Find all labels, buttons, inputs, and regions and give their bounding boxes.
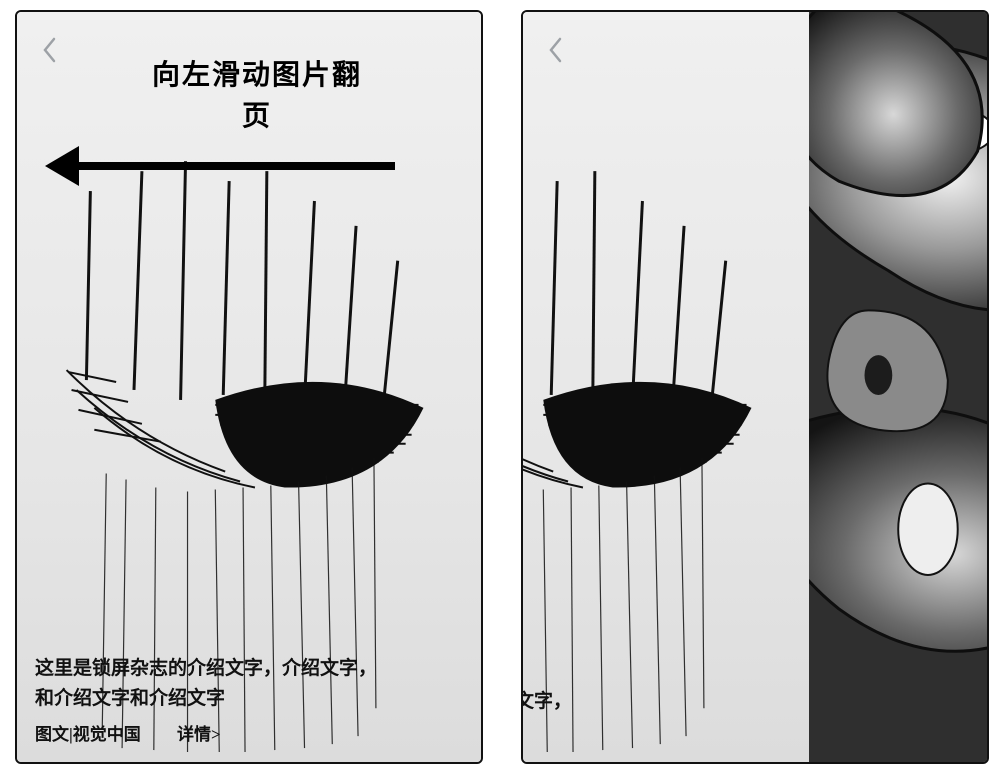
slide-current[interactable]: 的介绍文字，介绍文字， 介绍文字 — [523, 12, 809, 762]
artwork-swirl — [809, 12, 987, 762]
instruction-line-2: 页 — [77, 97, 437, 138]
swipe-arrow — [45, 146, 395, 186]
instruction-line-1: 向左滑动图片翻 — [77, 56, 437, 97]
meta-details-link[interactable]: 详情> — [177, 725, 221, 744]
meta-source: 图文|视觉中国 — [35, 725, 141, 744]
caption-block: 这里是锁屏杂志的介绍文字，介绍文字， 和介绍文字和介绍文字 图文|视觉中国 详情… — [17, 638, 481, 762]
caption-line-2: 和介绍文字和介绍文字 — [35, 684, 463, 714]
chevron-left-icon — [548, 37, 562, 63]
chevron-left-icon — [42, 37, 56, 63]
swipe-instruction: 向左滑动图片翻 页 — [77, 56, 437, 137]
caption-line-2: 介绍文字 — [523, 718, 791, 748]
phone-frame-left: 这里是锁屏杂志的介绍文字，介绍文字， 和介绍文字和介绍文字 图文|视觉中国 详情… — [15, 10, 483, 764]
caption-line-1: 的介绍文字，介绍文字， — [523, 687, 791, 717]
slide-next[interactable] — [809, 12, 987, 762]
caption-line-1: 这里是锁屏杂志的介绍文字，介绍文字， — [35, 654, 463, 684]
caption-block: 的介绍文字，介绍文字， 介绍文字 — [523, 671, 809, 762]
arrow-line — [63, 162, 395, 170]
back-button[interactable] — [35, 30, 63, 70]
slide-area[interactable]: 的介绍文字，介绍文字， 介绍文字 — [523, 12, 987, 762]
artwork-brush — [523, 12, 809, 762]
phone-frame-right: 的介绍文字，介绍文字， 介绍文字 — [521, 10, 989, 764]
caption-meta: 图文|视觉中国 详情> — [35, 721, 463, 748]
back-button[interactable] — [541, 30, 569, 70]
